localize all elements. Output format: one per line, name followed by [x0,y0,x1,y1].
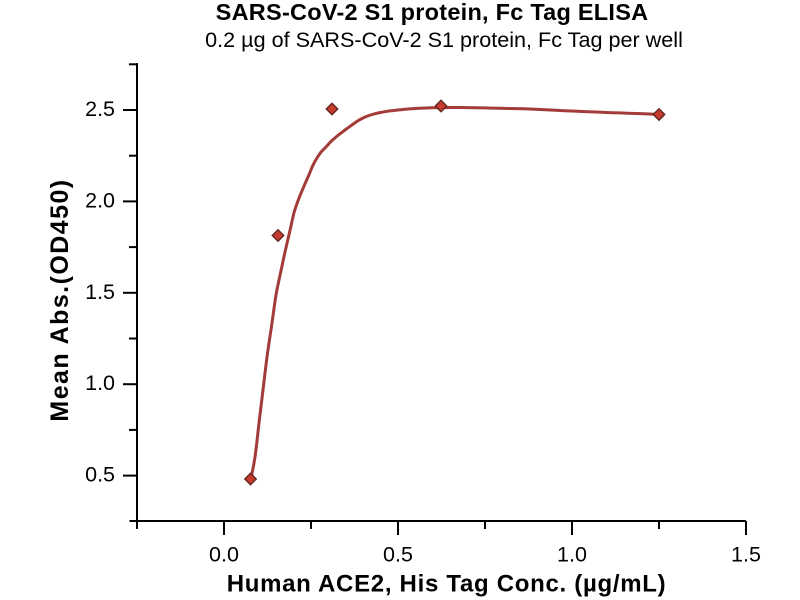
svg-text:SARS-CoV-2 S1 protein, Fc Tag: SARS-CoV-2 S1 protein, Fc Tag ELISA [216,0,649,25]
svg-text:1.0: 1.0 [85,371,115,395]
svg-text:1.0: 1.0 [557,543,587,567]
svg-text:1.5: 1.5 [731,543,761,567]
svg-text:Human ACE2, His Tag Conc. (µg/: Human ACE2, His Tag Conc. (µg/mL) [227,571,667,598]
svg-text:0.2 µg of SARS-CoV-2 S1 protei: 0.2 µg of SARS-CoV-2 S1 protein, Fc Tag … [205,27,683,52]
svg-text:2.5: 2.5 [85,97,115,121]
svg-text:0.5: 0.5 [85,463,115,487]
svg-text:1.5: 1.5 [85,280,115,304]
svg-text:0.5: 0.5 [383,543,413,567]
svg-text:0.0: 0.0 [209,543,239,567]
svg-text:Mean Abs.(OD450): Mean Abs.(OD450) [46,178,74,421]
svg-text:2.0: 2.0 [85,188,115,212]
